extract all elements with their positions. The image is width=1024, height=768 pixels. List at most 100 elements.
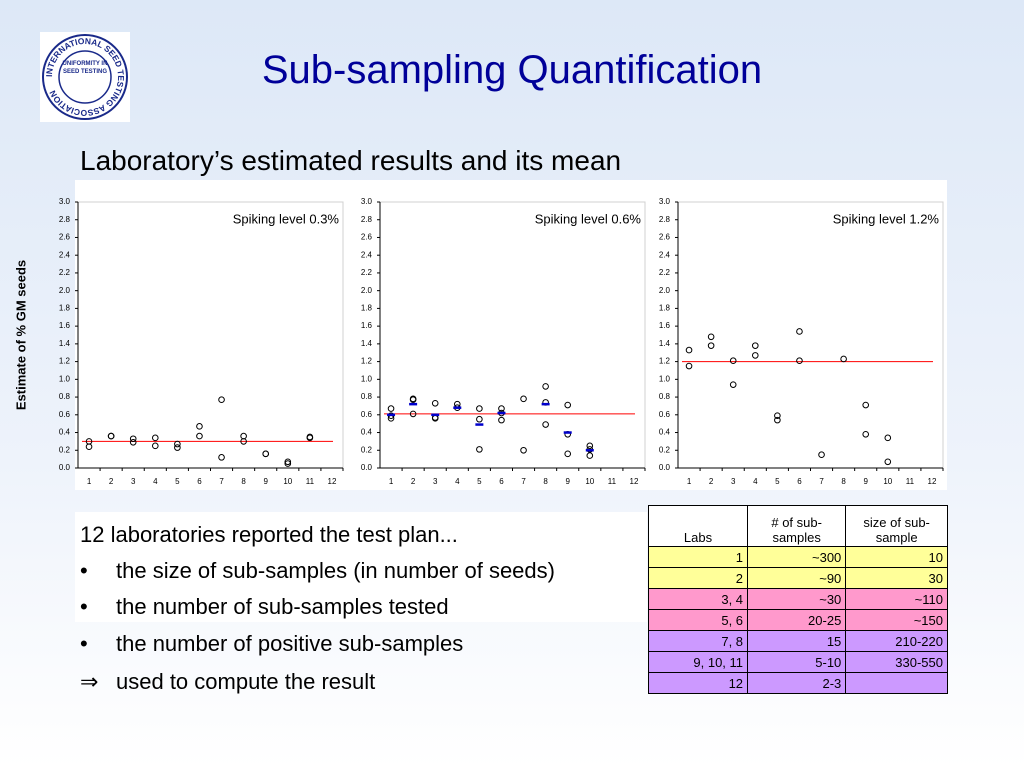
x-tick-label: 2 — [709, 477, 714, 486]
x-tick-label: 1 — [389, 477, 394, 486]
y-tick-label: 2.2 — [59, 268, 71, 277]
annotation: Spiking level 1.2% — [833, 211, 940, 226]
point — [498, 416, 505, 424]
point — [498, 405, 505, 412]
point — [840, 355, 847, 363]
y-tick-label: 2.8 — [659, 215, 671, 224]
slide-title: Sub-sampling Quantification — [261, 48, 763, 92]
x-tick-label: 4 — [455, 477, 460, 486]
x-tick-label: 8 — [241, 477, 246, 486]
plot-area — [77, 201, 344, 469]
y-tick-label: 2.2 — [361, 268, 373, 277]
y-tick-label: 1.0 — [361, 374, 373, 383]
y-tick-label: 0.8 — [361, 392, 373, 401]
point — [129, 438, 137, 446]
point — [796, 328, 803, 335]
x-tick-label: 1 — [87, 477, 92, 486]
item-marker: ⇒ — [80, 669, 99, 694]
y-tick-label: 2.6 — [659, 233, 671, 242]
table-cell: 330-550 — [845, 651, 948, 673]
x-tick-label: 10 — [883, 477, 892, 486]
x-tick-label: 11 — [306, 477, 315, 486]
point — [284, 460, 292, 467]
logo-center: UNIFORMITY IN SEED TESTING — [62, 61, 108, 75]
point — [586, 442, 594, 450]
y-tick-label: 0.0 — [659, 463, 671, 472]
table-row: 5, 6 20-25 ~150 — [647, 609, 948, 631]
table-body: 1 ~300 10 2 ~90 30 3, 4 ~30 ~110 5, 6 20-25 ~150 7, … — [647, 546, 948, 694]
y-tick-label: 0.4 — [361, 428, 373, 437]
point — [409, 410, 417, 418]
point — [174, 444, 181, 451]
point — [586, 452, 594, 459]
point — [151, 442, 159, 450]
y-tick-label: 0.0 — [361, 463, 373, 472]
point — [409, 396, 417, 404]
x-tick-label: 9 — [565, 477, 570, 486]
point — [774, 412, 781, 419]
table-cell: 9, 10, 11 — [647, 651, 749, 673]
y-tick-label: 1.8 — [361, 304, 373, 313]
point — [818, 451, 825, 459]
y-tick-label: 0.0 — [59, 463, 71, 472]
table-header-cell: size of sub-sample — [845, 505, 948, 547]
y-tick-label: 2.8 — [361, 215, 373, 224]
y-tick-label: 0.8 — [659, 392, 671, 401]
x-tick-label: 1 — [687, 477, 692, 486]
point — [196, 423, 203, 430]
y-tick-label: 0.6 — [59, 410, 71, 419]
table-header-cell: # of sub-samples — [747, 505, 847, 547]
annotation: Spiking level 0.3% — [233, 211, 340, 226]
table-row: 1 ~300 10 — [647, 546, 948, 568]
y-tick-label: 2.4 — [659, 250, 671, 259]
y-axis-label: Estimate of % GM seeds — [13, 260, 28, 410]
point — [729, 381, 737, 388]
point — [729, 357, 737, 365]
x-tick-label: 6 — [197, 477, 202, 486]
y-tick-label: 0.4 — [659, 428, 671, 437]
x-tick-label: 6 — [499, 477, 504, 486]
x-tick-label: 3 — [131, 477, 136, 486]
point — [196, 432, 203, 440]
y-tick-label: 1.4 — [59, 339, 71, 348]
x-tick-label: 7 — [219, 477, 224, 486]
point — [306, 433, 314, 441]
table-cell: 10 — [845, 546, 948, 568]
charts: Estimate of % GM seeds 0.0 0.2 0.4 0.6 0.8 1.… — [13, 197, 944, 487]
point — [862, 401, 870, 409]
point — [564, 401, 572, 409]
item-marker: • — [80, 558, 88, 583]
point — [240, 438, 247, 445]
y-tick-label: 1.2 — [361, 357, 373, 366]
slide-subtitle: Laboratory’s estimated results and its m… — [80, 145, 622, 176]
point — [685, 362, 693, 370]
table-cell: 12 — [647, 672, 749, 694]
item-marker: • — [80, 594, 88, 619]
y-tick-label: 1.2 — [59, 357, 71, 366]
y-tick-label: 2.4 — [59, 250, 71, 259]
point — [751, 342, 759, 349]
x-tick-label: 5 — [175, 477, 180, 486]
item-text: the size of sub-samples (in number of se… — [116, 558, 555, 583]
table-cell: 15 — [747, 630, 847, 652]
y-tick-label: 1.0 — [59, 374, 71, 383]
point — [476, 405, 483, 412]
y-tick-label: 1.6 — [659, 321, 671, 330]
point — [262, 450, 270, 458]
item-text: used to compute the result — [116, 669, 376, 694]
plot-area — [677, 201, 944, 469]
table-header: Labs # of sub-samples size of sub-sample — [647, 505, 948, 547]
table-row: 7, 8 15 210-220 — [647, 630, 948, 652]
plot-area — [379, 201, 646, 469]
x-tick-label: 3 — [731, 477, 736, 486]
y-tick-label: 1.4 — [659, 339, 671, 348]
point — [284, 458, 292, 466]
table-row: 2 ~90 30 — [647, 567, 948, 589]
table-cell: 30 — [845, 567, 948, 589]
x-tick-label: 12 — [928, 477, 937, 486]
table-cell: ~300 — [747, 546, 847, 568]
table: Labs # of sub-samples size of sub-sample 1… — [647, 505, 948, 694]
x-tick-label: 12 — [328, 477, 337, 486]
point — [884, 458, 892, 466]
y-tick-label: 2.0 — [361, 286, 373, 295]
